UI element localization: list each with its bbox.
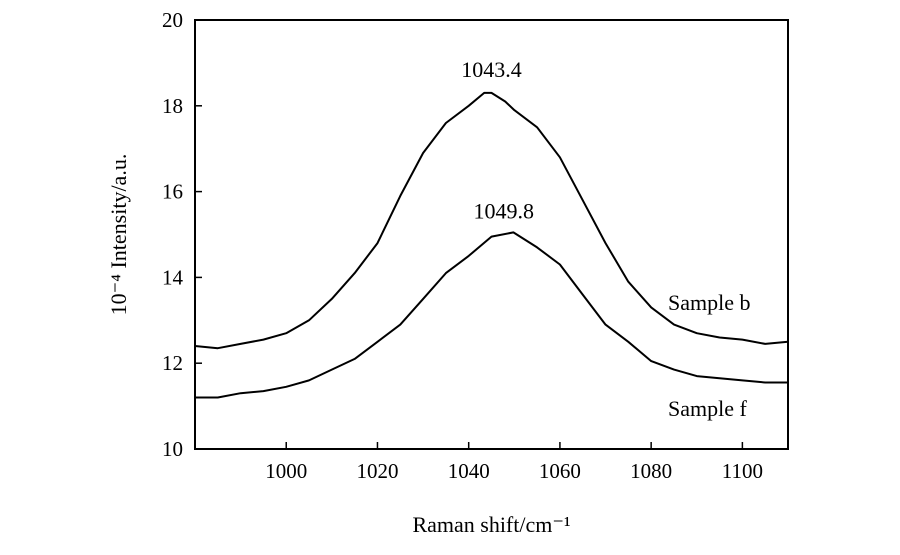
peak-annotation-f: 1049.8: [473, 198, 534, 223]
y-tick-label: 16: [162, 180, 183, 204]
series-label-sample-f: Sample f: [668, 396, 747, 421]
plot-frame: [194, 19, 789, 450]
x-tick-label: 1100: [722, 459, 763, 483]
y-tick-label: 12: [162, 351, 183, 375]
x-tick-label: 1000: [265, 459, 307, 483]
x-tick-label: 1060: [539, 459, 581, 483]
y-tick-label: 18: [162, 94, 183, 118]
x-tick-label: 1040: [448, 459, 490, 483]
y-tick-label: 20: [162, 8, 183, 32]
x-tick-label: 1080: [630, 459, 672, 483]
series-line-sample-b: [194, 91, 789, 350]
y-tick-label: 10: [162, 437, 183, 461]
x-axis-label: Raman shift/cm⁻¹: [412, 512, 570, 537]
plot-area: [194, 19, 789, 450]
x-tick-label: 1020: [356, 459, 398, 483]
series-label-sample-b: Sample b: [668, 290, 751, 315]
y-tick-label: 14: [162, 265, 184, 289]
series-line-sample-f: [195, 231, 788, 399]
series-lines: [194, 91, 789, 399]
chart-text: Raman shift/cm⁻¹ 10⁻⁴ Intensity/a.u. 104…: [106, 57, 751, 537]
peak-annotation-b: 1043.4: [461, 57, 522, 82]
axis-ticks: 1000 1020 1040 1060 1080 1100 10 12 14 16 18 20: [162, 8, 763, 483]
y-axis-label: 10⁻⁴ Intensity/a.u.: [106, 154, 131, 316]
